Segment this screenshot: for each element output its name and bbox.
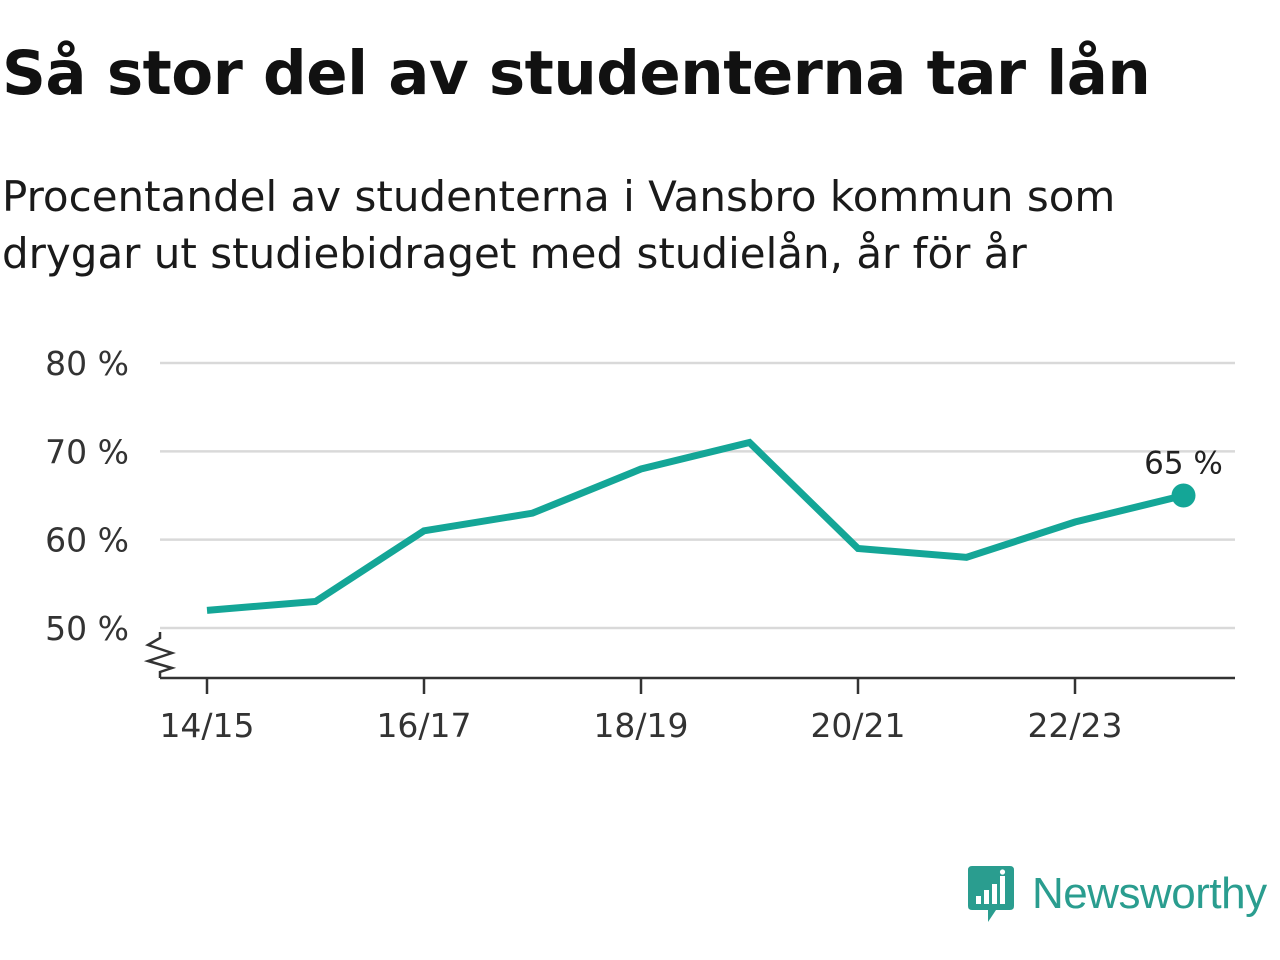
series-line [206,438,1185,614]
x-axis-tick-labels: 14/15 16/17 18/19 20/21 22/23 [159,678,1123,745]
grid-lines [160,361,1235,630]
series-group: 65 % [206,438,1223,614]
last-data-point [1171,483,1196,508]
last-value-label: 65 % [1144,446,1223,482]
y-tick-label-50: 50 % [45,609,129,648]
x-tick-label-14/15: 14/15 [159,706,254,745]
x-tick-label-22/23: 22/23 [1027,706,1122,745]
y-tick-label-70: 70 % [45,432,129,471]
newsworthy-logo-text: Newsworthy [1032,869,1267,918]
chart-title: Så stor del av studenterna tar lån [2,38,1151,109]
x-tick-label-18/19: 18/19 [593,706,688,745]
y-axis-break-icon [143,632,177,678]
y-tick-label-60: 60 % [45,521,129,560]
y-axis-tick-labels: 50 % 60 % 70 % 80 % [45,344,129,648]
x-tick-label-20/21: 20/21 [810,706,905,745]
newsworthy-logo-icon [968,866,1014,922]
x-axis [143,632,1235,680]
x-tick-label-16/17: 16/17 [376,706,471,745]
y-tick-label-80: 80 % [45,344,129,383]
newsworthy-logo: Newsworthy [966,864,1267,924]
chart-subtitle: Procentandel av studenterna i Vansbro ko… [2,172,1116,278]
